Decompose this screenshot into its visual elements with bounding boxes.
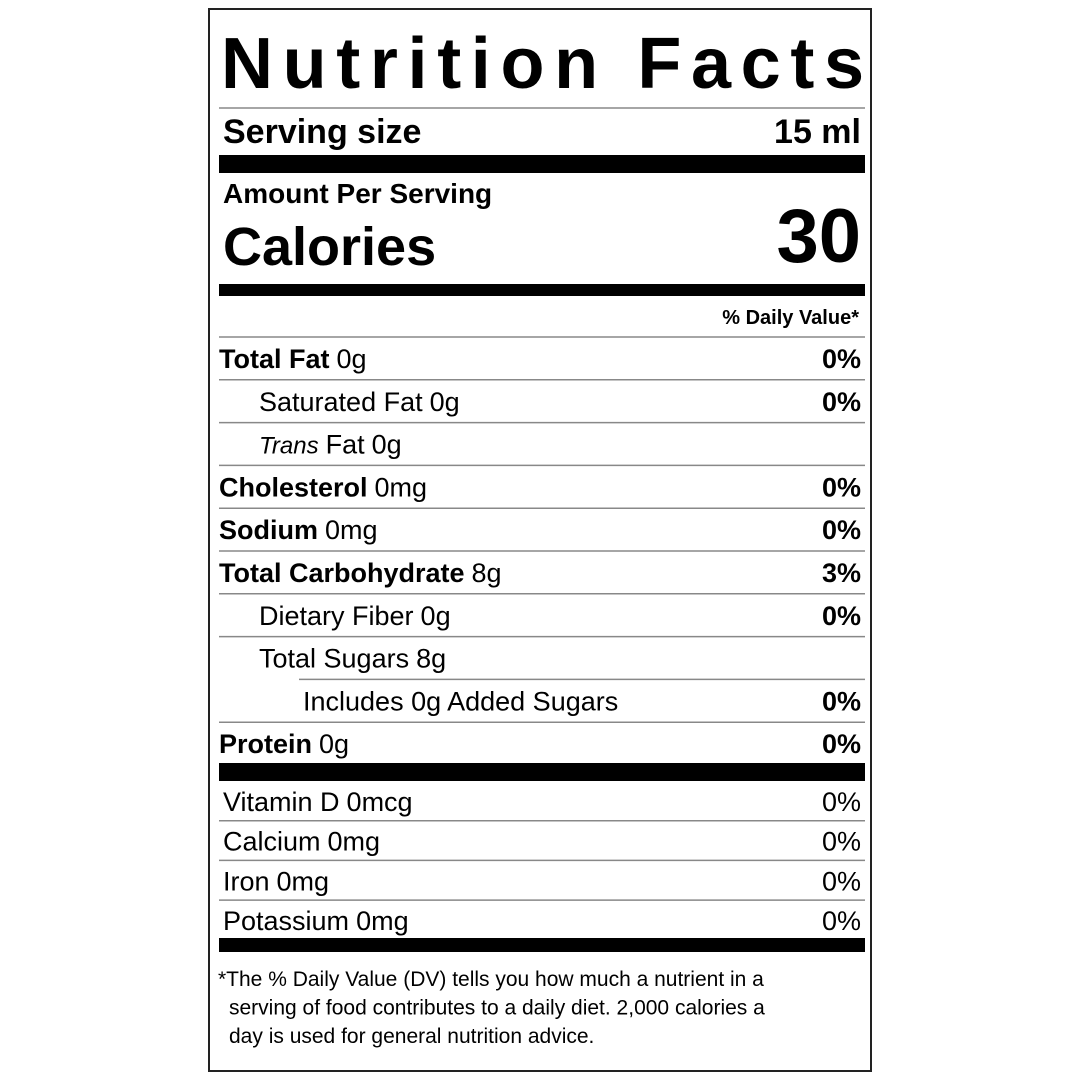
nutrient-name: Total Carbohydrate: [219, 558, 465, 588]
nutrient-rows: Total Fat 0g 0%Saturated Fat 0g 0%Trans Fat 0g…: [219, 336, 865, 759]
serving-label: Serving size: [223, 113, 421, 151]
vitamin-name: Vitamin D: [223, 787, 340, 817]
nutrient-amount: 0g: [430, 387, 460, 417]
footnote-line: day is used for general nutrition advice…: [229, 1025, 594, 1048]
nutrient-amount: 0g: [319, 729, 349, 759]
vitamin-label: Potassium 0mg: [223, 906, 409, 936]
nutrient-amount: 8g: [416, 644, 446, 674]
nutrient-name: Saturated Fat: [259, 387, 423, 417]
vitamin-rows: Vitamin D 0mcg 0%Calcium 0mg 0%Iron 0mg 0%Pota…: [219, 787, 865, 936]
daily-value-header: % Daily Value*: [722, 307, 859, 329]
nutrient-name: Sodium: [219, 515, 318, 545]
nutrient-prefix: Trans: [259, 433, 319, 460]
nutrient-name: Includes 0g Added Sugars: [303, 686, 618, 716]
footnote: *The % Daily Value (DV) tells you how mu…: [218, 968, 765, 1048]
vitamin-name: Calcium: [223, 827, 321, 857]
daily-value: 0%: [822, 387, 861, 417]
vitamin-label: Vitamin D 0mcg: [223, 787, 413, 817]
footnote-line: serving of food contributes to a daily d…: [229, 997, 765, 1020]
vitamin-dv: 0%: [822, 827, 861, 857]
nutrient-label: Total Sugars 8g: [259, 644, 446, 674]
nutrient-name: Dietary Fiber: [259, 601, 414, 631]
daily-value: 0%: [822, 729, 861, 759]
thick-bar: [219, 763, 865, 781]
daily-value: 0%: [822, 686, 861, 716]
nutrient-amount: 0g: [421, 601, 451, 631]
nutrient-amount: 0g: [372, 430, 402, 460]
nutrient-name: Fat: [326, 430, 366, 460]
nutrient-label: Total Carbohydrate 8g: [219, 558, 502, 588]
serving-value: 15 ml: [774, 113, 861, 151]
nutrient-label: Trans Fat 0g: [259, 430, 402, 460]
vitamin-amount: 0mcg: [347, 787, 413, 817]
nutrient-label: Total Fat 0g: [219, 344, 367, 374]
thick-bar: [219, 938, 865, 952]
daily-value: 3%: [822, 558, 861, 588]
nutrient-label: Saturated Fat 0g: [259, 387, 460, 417]
nutrient-label: Cholesterol 0mg: [219, 472, 427, 502]
vitamin-amount: 0mg: [328, 827, 381, 857]
vitamin-dv: 0%: [822, 787, 861, 817]
vitamin-label: Iron 0mg: [223, 866, 329, 896]
thick-bar: [219, 155, 865, 173]
nutrient-amount: 0mg: [375, 472, 428, 502]
vitamin-dv: 0%: [822, 866, 861, 896]
nutrient-amount: 0mg: [325, 515, 378, 545]
vitamin-dv: 0%: [822, 906, 861, 936]
nutrient-amount: 8g: [472, 558, 502, 588]
vitamin-name: Iron: [223, 866, 270, 896]
footnote-line: *The % Daily Value (DV) tells you how mu…: [218, 968, 764, 991]
daily-value: 0%: [822, 601, 861, 631]
nutrient-name: Total Sugars: [259, 644, 409, 674]
daily-value: 0%: [822, 515, 861, 545]
vitamin-amount: 0mg: [277, 866, 330, 896]
amount-per-serving: Amount Per Serving: [223, 178, 492, 209]
label-border: [208, 8, 872, 1072]
vitamin-name: Potassium: [223, 906, 349, 936]
calories-value: 30: [776, 194, 861, 279]
nutrient-name: Cholesterol: [219, 472, 368, 502]
nutrient-amount: 0g: [337, 344, 367, 374]
vitamin-label: Calcium 0mg: [223, 827, 380, 857]
vitamin-amount: 0mg: [356, 906, 409, 936]
nutrient-label: Protein 0g: [219, 729, 349, 759]
daily-value: 0%: [822, 344, 861, 374]
calories-label: Calories: [223, 217, 436, 277]
nutrient-name: Total Fat: [219, 344, 330, 374]
nutrient-label: Includes 0g Added Sugars: [303, 686, 618, 716]
nutrient-label: Dietary Fiber 0g: [259, 601, 451, 631]
thick-bar: [219, 284, 865, 296]
nutrient-name: Protein: [219, 729, 312, 759]
nutrient-label: Sodium 0mg: [219, 515, 378, 545]
daily-value: 0%: [822, 472, 861, 502]
title: Nutrition Facts: [221, 24, 864, 104]
